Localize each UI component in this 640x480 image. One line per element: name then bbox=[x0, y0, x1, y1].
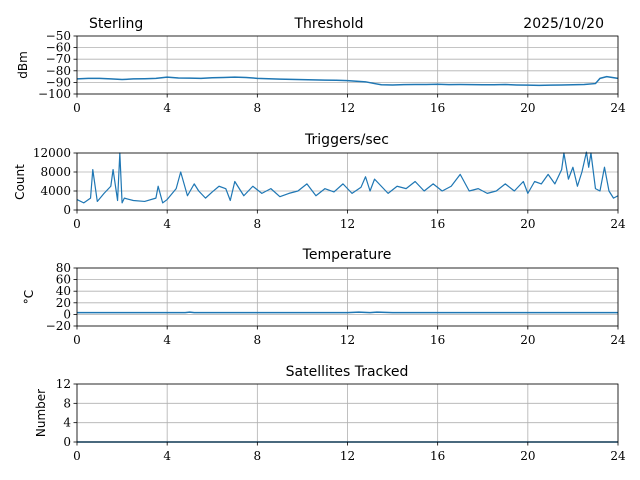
series-line-triggers bbox=[76, 151, 619, 204]
x-tick-label: 4 bbox=[163, 449, 171, 463]
triggers-panel: Triggers/sec Count 0 4 8 12 16 20 24 0 4000 8000 1… bbox=[13, 132, 626, 231]
series-line-temperature bbox=[77, 311, 618, 314]
panel-title: Satellites Tracked bbox=[286, 364, 409, 380]
y-tick-label: 12000 bbox=[33, 146, 71, 160]
station-label: Sterling bbox=[89, 16, 143, 32]
x-tick-label: 0 bbox=[73, 101, 81, 115]
x-tick-label: 12 bbox=[340, 217, 355, 231]
satellites-panel: Satellites Tracked Number 0 4 8 12 16 20 24 0 4 8… bbox=[34, 364, 626, 463]
y-tick-label: −20 bbox=[46, 319, 71, 333]
x-tick-label: 12 bbox=[340, 333, 355, 347]
y-tick-label: 8000 bbox=[40, 165, 71, 179]
y-tick-label: 20 bbox=[56, 296, 71, 310]
x-tick-label: 8 bbox=[254, 333, 262, 347]
x-tick-label: 16 bbox=[430, 217, 445, 231]
x-tick-label: 16 bbox=[430, 333, 445, 347]
panel-title: Temperature bbox=[302, 247, 392, 263]
y-tick-label: −90 bbox=[46, 75, 71, 89]
y-tick-label: 40 bbox=[56, 284, 71, 298]
x-tick-label: 16 bbox=[430, 449, 445, 463]
x-tick-label: 24 bbox=[610, 449, 626, 463]
y-tick-label: −50 bbox=[46, 29, 71, 43]
y-axis-label: Count bbox=[13, 164, 27, 200]
x-tick-label: 12 bbox=[340, 449, 355, 463]
x-tick-label: 8 bbox=[254, 449, 262, 463]
y-tick-label: 0 bbox=[63, 435, 71, 449]
x-tick-label: 0 bbox=[73, 217, 81, 231]
y-tick-label: 4000 bbox=[40, 184, 71, 198]
y-tick-label: 8 bbox=[63, 396, 71, 410]
y-axis-label: Number bbox=[34, 389, 48, 437]
x-tick-label: 0 bbox=[73, 449, 81, 463]
y-tick-label: −80 bbox=[46, 64, 71, 78]
y-tick-label: 12 bbox=[56, 377, 71, 391]
y-axis-label: dBm bbox=[16, 51, 30, 79]
y-tick-label: 0 bbox=[63, 307, 71, 321]
date-label: 2025/10/20 bbox=[523, 16, 604, 32]
y-tick-label: 4 bbox=[63, 416, 71, 430]
x-tick-label: 8 bbox=[254, 101, 262, 115]
y-tick-label: −100 bbox=[38, 87, 71, 101]
panel-title: Threshold bbox=[294, 16, 364, 32]
x-tick-label: 8 bbox=[254, 217, 262, 231]
y-tick-label: 60 bbox=[56, 273, 71, 287]
y-axis-label: °C bbox=[22, 290, 36, 304]
x-tick-label: 24 bbox=[610, 333, 626, 347]
x-tick-label: 20 bbox=[520, 333, 535, 347]
y-tick-label: 0 bbox=[63, 203, 71, 217]
x-tick-label: 4 bbox=[163, 217, 171, 231]
series-line-threshold bbox=[76, 75, 619, 87]
x-tick-label: 20 bbox=[520, 449, 535, 463]
x-tick-label: 24 bbox=[610, 101, 626, 115]
x-tick-label: 4 bbox=[163, 101, 171, 115]
panel-title: Triggers/sec bbox=[304, 132, 389, 148]
x-tick-label: 20 bbox=[520, 217, 535, 231]
y-tick-label: −60 bbox=[46, 41, 71, 55]
x-tick-label: 12 bbox=[340, 101, 355, 115]
x-tick-label: 24 bbox=[610, 217, 626, 231]
y-tick-label: 80 bbox=[56, 261, 71, 275]
threshold-panel: Threshold dBm 0 4 8 12 16 20 24 −100−90−80−70−6… bbox=[16, 16, 626, 115]
y-tick-label: −70 bbox=[46, 52, 71, 66]
x-tick-label: 20 bbox=[520, 101, 535, 115]
x-tick-label: 16 bbox=[430, 101, 445, 115]
x-tick-label: 4 bbox=[163, 333, 171, 347]
x-tick-label: 0 bbox=[73, 333, 81, 347]
